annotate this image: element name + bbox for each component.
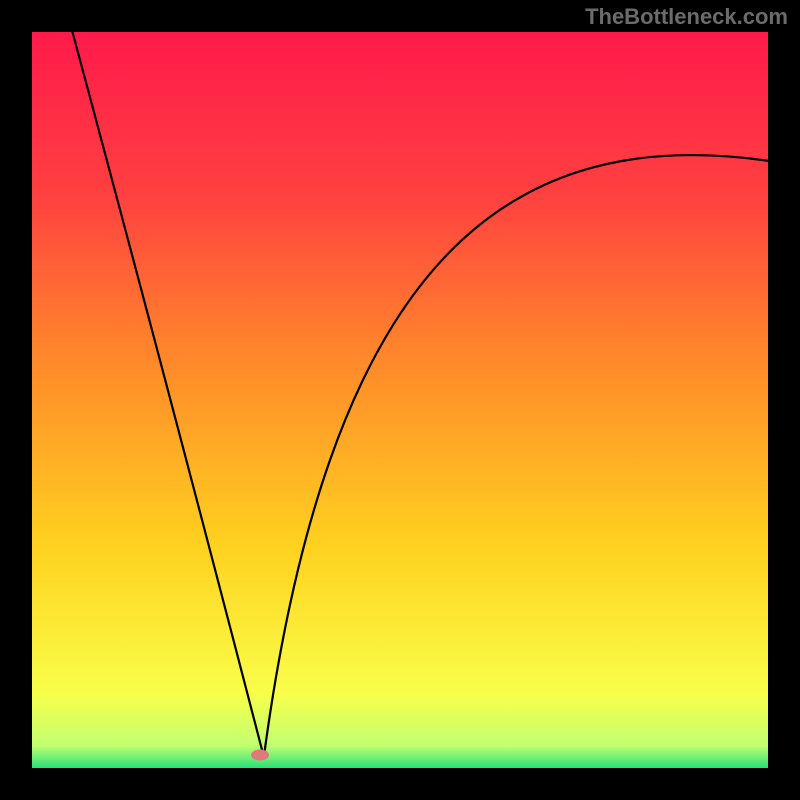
bottleneck-curve (32, 32, 768, 768)
watermark-text: TheBottleneck.com (585, 4, 788, 30)
plot-area (32, 32, 768, 768)
curve-path (72, 32, 768, 757)
optimum-marker (251, 749, 269, 760)
